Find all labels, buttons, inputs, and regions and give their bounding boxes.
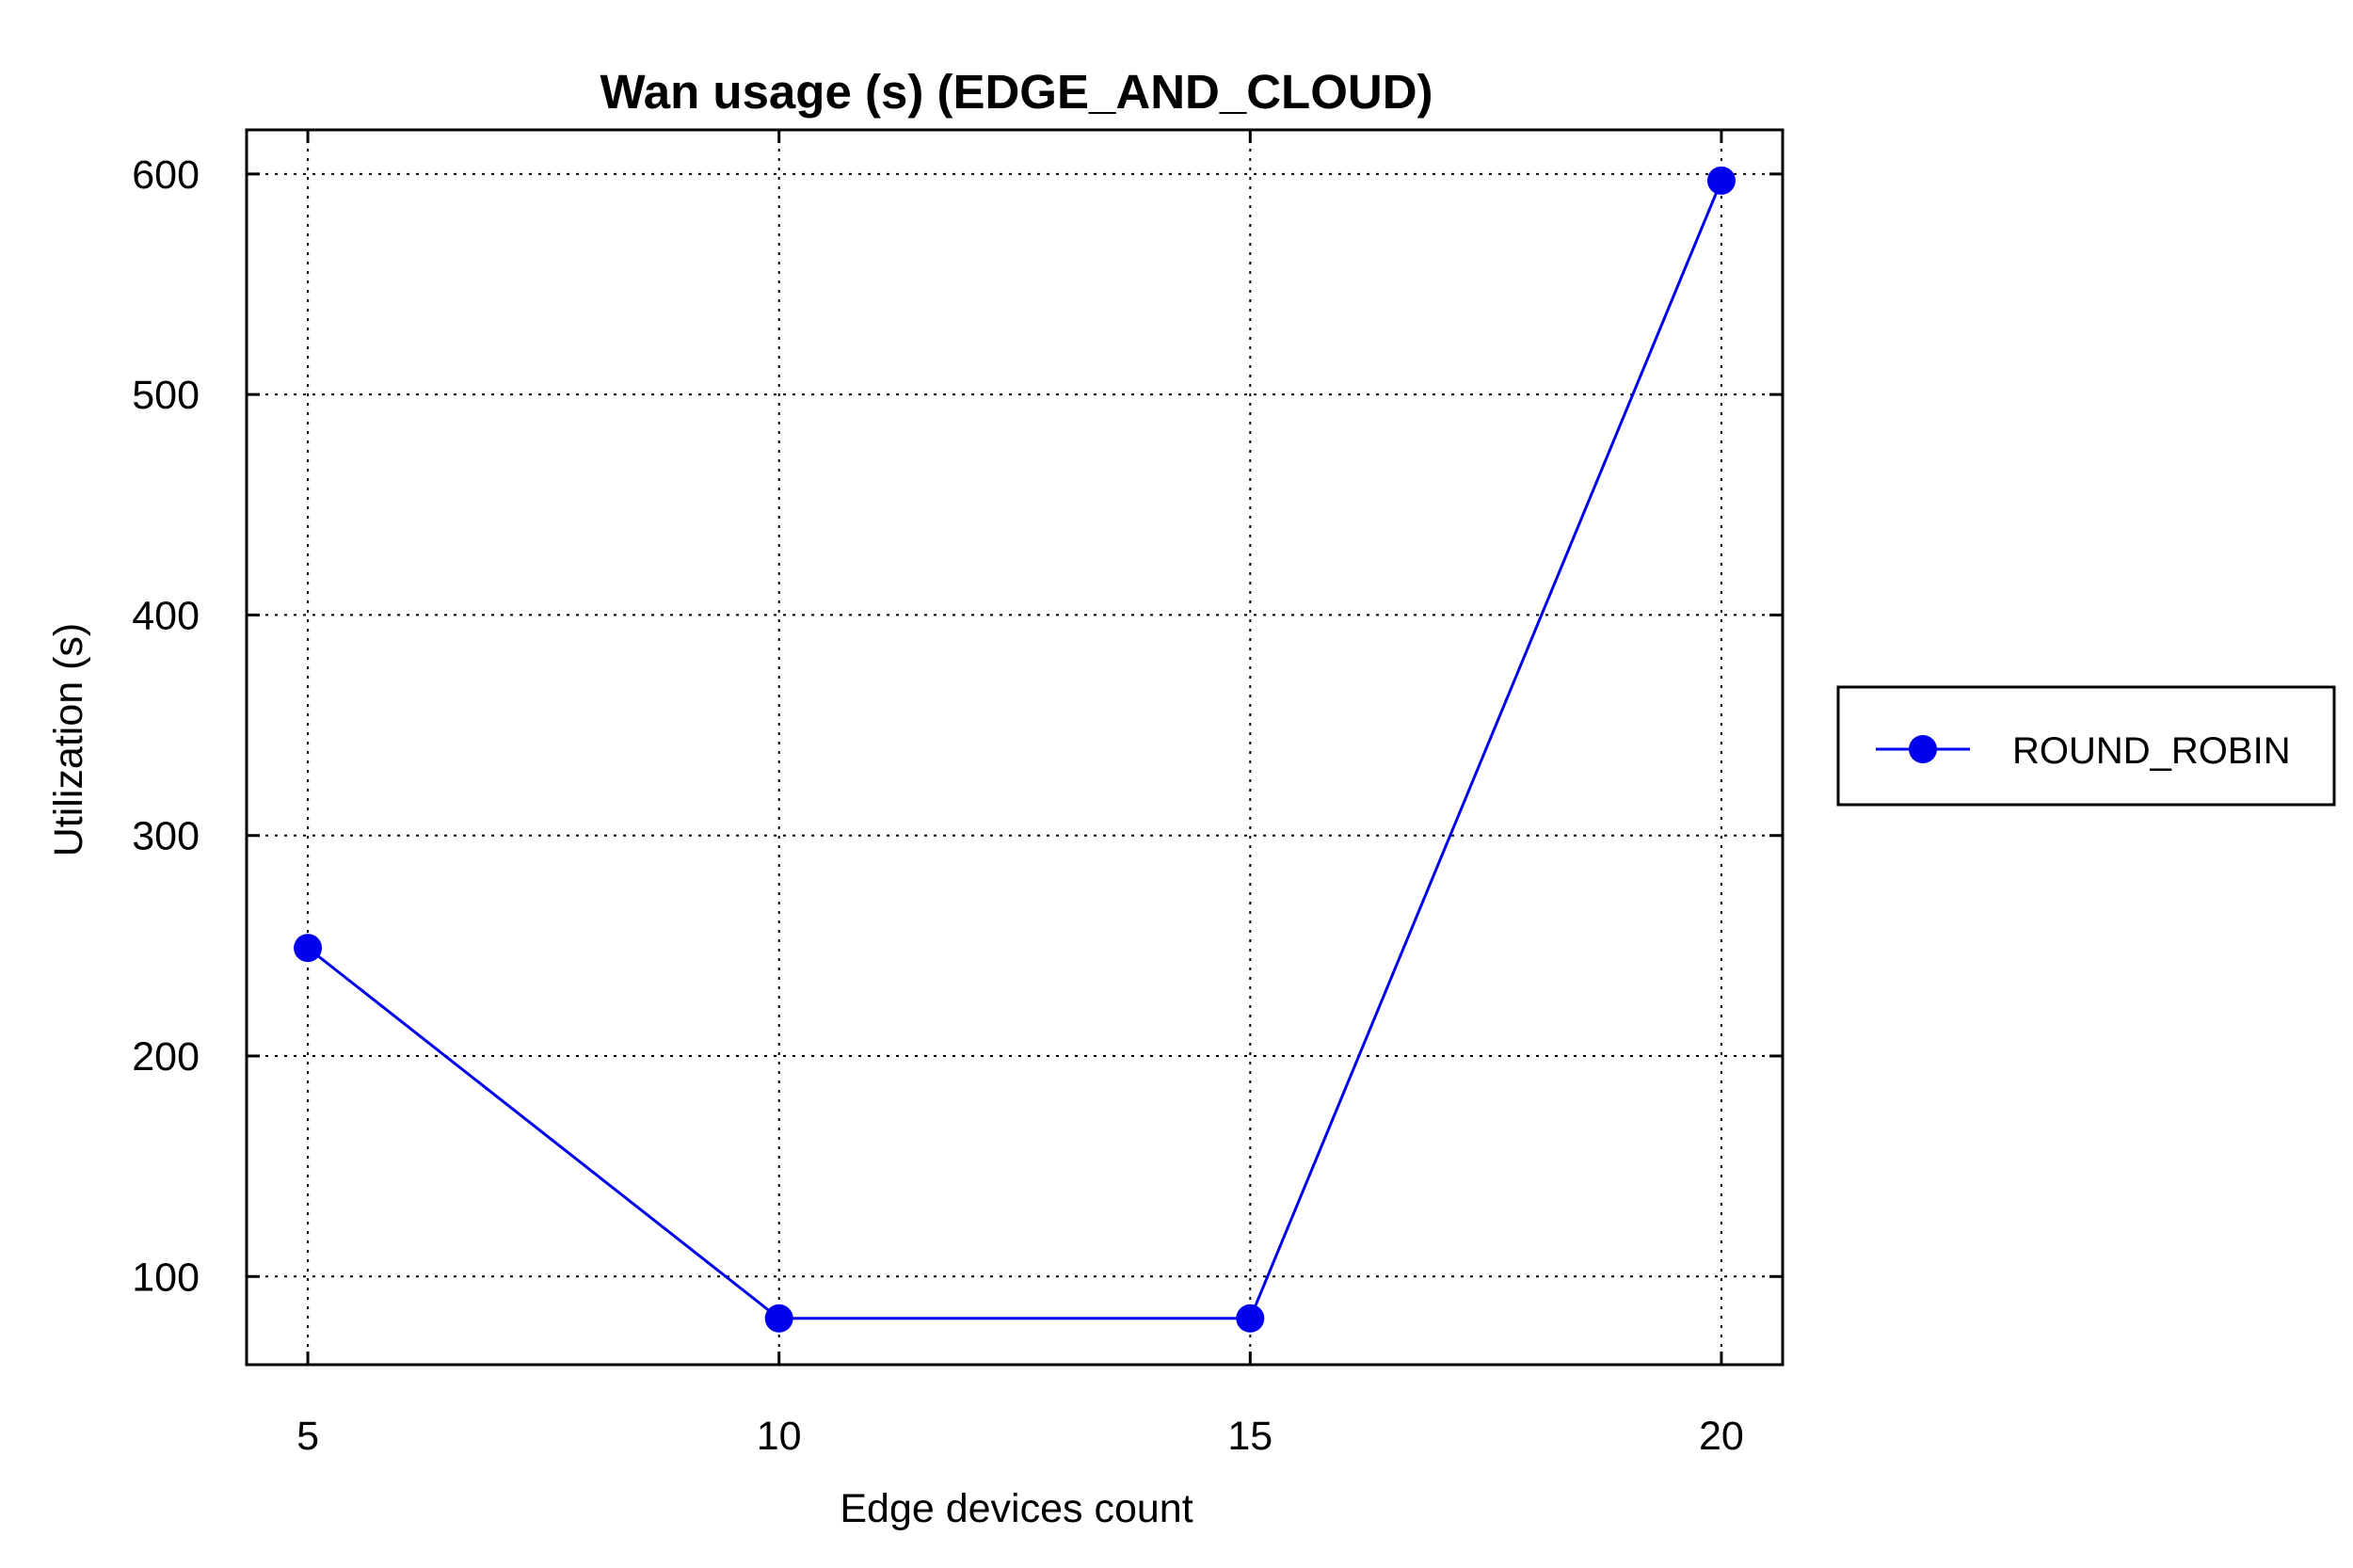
data-point (764, 1304, 793, 1333)
series (294, 166, 1736, 1333)
y-tick-label: 100 (132, 1255, 200, 1300)
x-tick-label: 5 (296, 1414, 319, 1459)
x-axis-label: Edge devices count (840, 1486, 1193, 1531)
y-tick-label: 500 (132, 373, 200, 418)
x-tick-label: 10 (757, 1414, 802, 1459)
series-line (307, 180, 1723, 1320)
chart-title: Wan usage (s) (EDGE_AND_CLOUD) (600, 65, 1433, 119)
data-point (294, 934, 323, 963)
x-tick-label: 15 (1227, 1414, 1273, 1459)
data-point (1706, 166, 1736, 195)
data-point (1236, 1304, 1265, 1333)
legend-label: ROUND_ROBIN (2012, 730, 2291, 772)
plot-frame (245, 128, 1785, 1367)
x-tick-label: 20 (1699, 1414, 1744, 1459)
y-tick-label: 400 (132, 593, 200, 638)
y-axis-label: Utilization (s) (46, 623, 91, 857)
y-tick-label: 200 (132, 1034, 200, 1080)
legend-marker (1909, 735, 1937, 763)
y-tick-label: 300 (132, 814, 200, 859)
y-tick-label: 600 (132, 152, 200, 198)
grid (247, 130, 1783, 1365)
legend: ROUND_ROBIN (1836, 685, 2336, 807)
ticks: 5 10 15 20 100 200 300 400 500 600 (132, 130, 1783, 1459)
